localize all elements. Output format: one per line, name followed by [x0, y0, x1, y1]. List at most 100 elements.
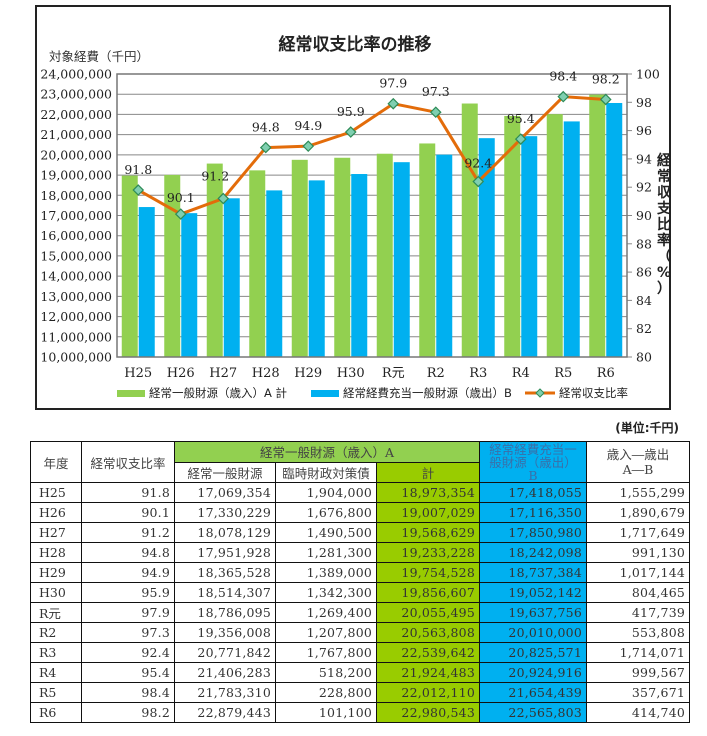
cell-general: 17,069,354 [174, 482, 276, 503]
category-label: R元 [382, 366, 405, 381]
cell-total: 19,568,629 [376, 522, 480, 543]
header-expense-line1: 経常経費充当一 [489, 441, 577, 457]
right-tick-label: 82 [636, 321, 652, 336]
left-axis-title: 対象経費（千円） [49, 49, 149, 64]
ratio-data-label: 98.2 [592, 71, 620, 86]
table-row: H25 91.8 17,069,354 1,904,000 18,973,354 17,4… [30, 482, 690, 503]
cell-year: R5 [30, 682, 82, 703]
cell-temporary: 101,100 [275, 702, 377, 723]
table-row: H29 94.9 18,365,528 1,389,000 19,754,528 18,7… [30, 562, 690, 583]
category-label: H26 [167, 366, 195, 381]
cell-diff: 1,890,679 [586, 502, 690, 523]
cell-general: 21,783,310 [174, 682, 276, 703]
cell-total: 19,007,029 [376, 502, 480, 523]
cell-total: 20,563,808 [376, 622, 480, 643]
bar-expense-H29 [308, 180, 325, 357]
cell-diff: 804,465 [586, 582, 690, 603]
right-tick-label: 100 [636, 67, 660, 82]
ratio-marker-R元 [387, 97, 400, 110]
cell-expense: 19,637,756 [479, 602, 587, 623]
ratio-marker-H26 [174, 208, 187, 220]
ratio-data-label: 91.2 [201, 169, 229, 184]
cell-expense: 18,737,384 [479, 562, 587, 583]
ratio-line [137, 95, 606, 216]
category-label: R2 [427, 366, 445, 381]
cell-diff: 999,567 [586, 662, 690, 683]
cell-temporary: 1,207,800 [275, 622, 377, 643]
left-tick-label: 15,000,000 [40, 248, 112, 263]
legend-label-ratio: 経常収支比率 [559, 386, 628, 400]
cell-expense: 20,924,916 [479, 662, 587, 683]
left-tick-label: 22,000,000 [40, 107, 112, 122]
ratio-marker-H27 [217, 192, 230, 205]
cell-general: 17,951,928 [174, 542, 276, 563]
cell-general: 18,786,095 [174, 602, 276, 623]
ratio-marker-R2 [429, 106, 442, 119]
cell-total: 22,539,642 [376, 642, 480, 663]
table-row: R元 97.9 18,786,095 1,269,400 20,055,495 19,63… [30, 602, 690, 623]
cell-diff: 417,739 [586, 602, 690, 623]
ratio-data-label: 91.8 [124, 162, 152, 177]
cell-diff: 357,671 [586, 682, 690, 703]
right-tick-label: 96 [636, 123, 652, 138]
category-label: H27 [209, 366, 237, 381]
cell-temporary: 1,269,400 [275, 602, 377, 623]
bar-revenue-R元 [376, 153, 393, 357]
right-axis-title-char: % [657, 265, 669, 281]
right-tick-label: 92 [636, 180, 652, 195]
cell-year: R3 [30, 642, 82, 663]
cell-year: H28 [30, 542, 82, 563]
ratio-marker-H25 [132, 184, 145, 196]
right-tick-label: 86 [636, 265, 652, 280]
header-revenue-group: 経常一般財源（歳入）A [174, 441, 480, 463]
ratio-marker-R4 [514, 133, 527, 145]
ratio-marker-R5 [557, 90, 570, 103]
cell-total: 18,973,354 [376, 482, 480, 503]
header-expense-line3: B [528, 467, 538, 483]
bar-revenue-H25 [121, 175, 138, 357]
legend-label-expense: 経常経費充当一般財源（歳出）B [343, 386, 512, 400]
cell-general: 19,356,008 [174, 622, 276, 643]
cell-expense: 17,850,980 [479, 522, 587, 543]
bar-revenue-H28 [249, 170, 266, 357]
cell-temporary: 1,767,800 [275, 642, 377, 663]
left-tick-label: 12,000,000 [40, 309, 112, 324]
cell-total: 22,012,110 [376, 682, 480, 703]
cell-total: 21,924,483 [376, 662, 480, 683]
category-label: R5 [554, 366, 572, 381]
right-tick-label: 94 [636, 151, 652, 166]
right-tick-label: 80 [636, 350, 652, 365]
category-label: H28 [252, 366, 280, 381]
left-tick-label: 17,000,000 [40, 208, 112, 223]
cell-temporary: 1,490,500 [275, 522, 377, 543]
left-tick-label: 21,000,000 [40, 127, 112, 142]
right-axis-title-char: 収 [657, 184, 669, 201]
table-row: H30 95.9 18,514,307 1,342,300 19,856,607 19,0… [30, 582, 690, 603]
cell-year: H30 [30, 582, 82, 603]
bar-expense-R4 [521, 136, 538, 357]
ratio-marker-H28 [259, 141, 272, 154]
category-label: H30 [337, 366, 365, 381]
cell-year: R4 [30, 662, 82, 683]
ratio-data-label: 94.9 [294, 118, 322, 133]
right-axis-title-char: （ [657, 249, 669, 265]
ratio-marker-H29 [302, 140, 315, 153]
cell-year: H27 [30, 522, 82, 543]
cell-diff: 1,714,071 [586, 642, 690, 663]
cell-expense: 18,242,098 [479, 542, 587, 563]
bar-revenue-H29 [291, 159, 308, 357]
cell-ratio: 95.4 [81, 662, 175, 683]
cell-total: 19,856,607 [376, 582, 480, 603]
data-table: 年度 経常収支比率 経常一般財源（歳入）A 経常経費充当一 般財源（歳出） B … [30, 441, 690, 723]
ratio-data-label: 98.4 [549, 69, 577, 84]
table-row: R3 92.4 20,771,842 1,767,800 22,539,642 20,82… [30, 642, 690, 663]
category-label: R4 [512, 366, 530, 381]
right-axis-title-char: 支 [656, 200, 669, 217]
cell-year: H29 [30, 562, 82, 583]
cell-general: 18,514,307 [174, 582, 276, 603]
cell-general: 20,771,842 [174, 642, 276, 663]
bar-expense-R元 [393, 162, 410, 357]
bar-expense-H27 [223, 198, 240, 357]
table-row: H28 94.8 17,951,928 1,281,300 19,233,228 18,2… [30, 542, 690, 563]
cell-ratio: 98.4 [81, 682, 175, 703]
